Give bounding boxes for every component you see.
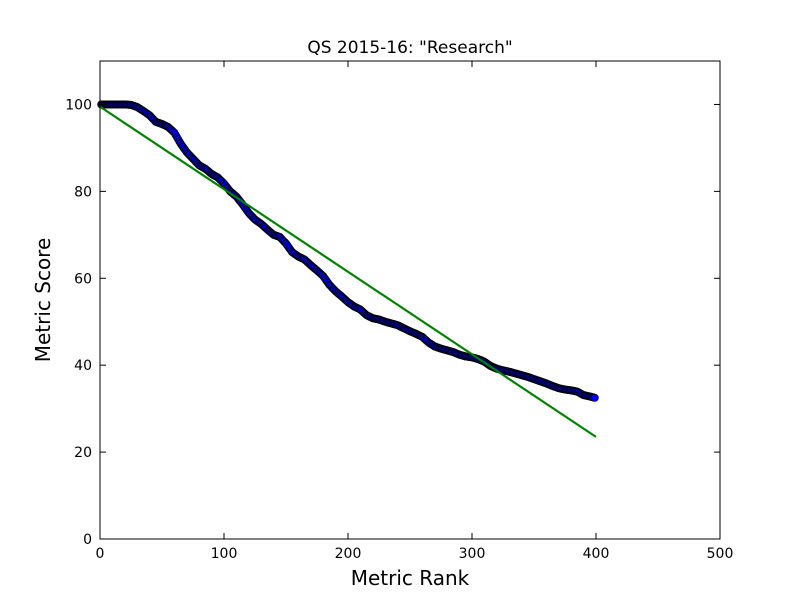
fit-line xyxy=(99,105,597,438)
y-tick-label: 60 xyxy=(74,271,92,287)
x-tick-label: 500 xyxy=(707,546,734,562)
x-tick-label: 100 xyxy=(211,546,238,562)
y-tick-label: 0 xyxy=(83,532,92,548)
x-tick-label: 0 xyxy=(96,546,105,562)
x-axis-title: Metric Rank xyxy=(351,566,470,590)
x-tick-label: 300 xyxy=(459,546,486,562)
plot-frame xyxy=(99,60,721,540)
series-layer xyxy=(97,100,599,438)
x-tick-label: 400 xyxy=(583,546,610,562)
x-tick-label: 200 xyxy=(335,546,362,562)
ticks-layer: 0 100 200 300 400 500 0 20 40 60 80 100 xyxy=(65,61,733,562)
chart-title: QS 2015-16: "Research" xyxy=(307,38,512,58)
y-tick-label: 100 xyxy=(65,97,92,113)
y-tick-label: 40 xyxy=(74,358,92,374)
y-tick-label: 20 xyxy=(74,445,92,461)
y-axis-title: Metric Score xyxy=(31,238,55,363)
y-tick-label: 80 xyxy=(74,184,92,200)
data-point xyxy=(590,393,599,402)
